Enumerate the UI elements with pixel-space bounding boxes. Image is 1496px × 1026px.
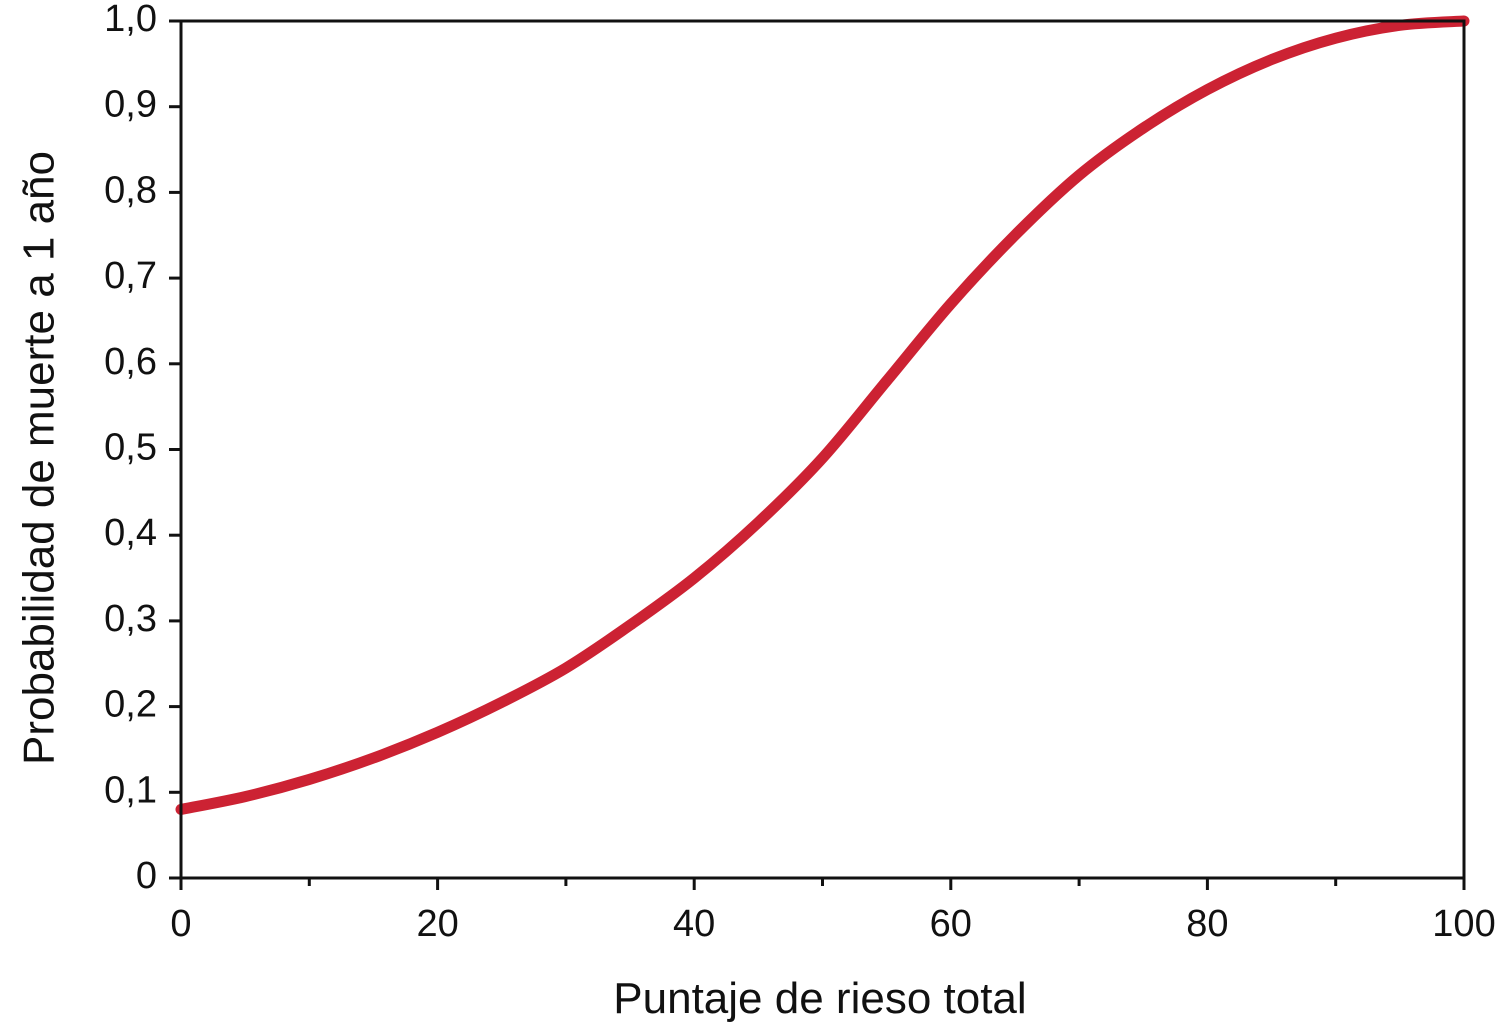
plot-frame [179, 19, 1466, 880]
y-tick-label: 1,0 [104, 0, 157, 40]
x-axis-label: Puntaje de rieso total [613, 974, 1026, 1023]
series-layer [175, 15, 1470, 815]
x-tick-label: 0 [170, 903, 191, 945]
x-tick-label: 40 [673, 903, 715, 945]
y-tick-label: 0,7 [104, 255, 157, 297]
y-axis-label-group: Probabilidad de muerte a 1 año [15, 151, 64, 765]
y-tick-label: 0,4 [104, 512, 157, 554]
y-tick-label: 0,8 [104, 169, 157, 211]
axis-ticks: 0 0,1 0,2 0,3 0,4 0,5 0,6 0,7 0,8 0,9 1,0 0 20 40 60 80… [104, 0, 1496, 945]
y-tick-label: 0,2 [104, 684, 157, 726]
y-tick-label: 0,3 [104, 598, 157, 640]
y-axis-label: Probabilidad de muerte a 1 año [15, 151, 64, 765]
y-tick-label: 0,6 [104, 341, 157, 383]
x-tick-label: 80 [1186, 903, 1228, 945]
y-tick-label: 0,9 [104, 84, 157, 126]
y-tick-label: 0 [136, 855, 157, 897]
x-tick-label: 60 [930, 903, 972, 945]
series-line [175, 15, 1470, 815]
y-tick-label: 0,1 [104, 769, 157, 811]
x-tick-label: 20 [416, 903, 458, 945]
y-tick-label: 0,5 [104, 427, 157, 469]
x-tick-label: 100 [1432, 903, 1495, 945]
